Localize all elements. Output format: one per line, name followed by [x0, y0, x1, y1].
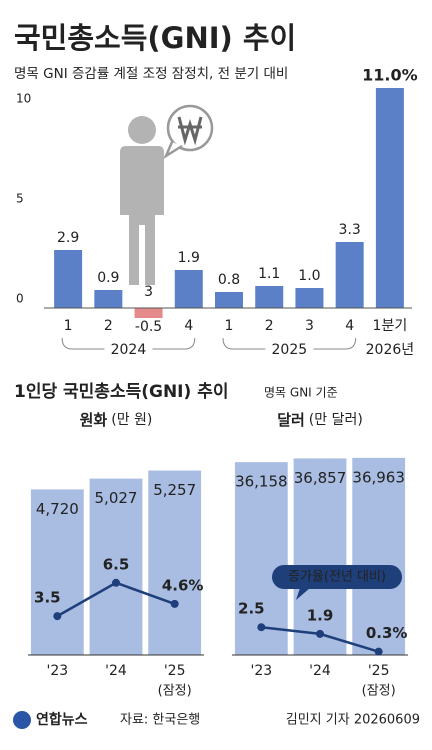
x-tick-label: '24: [309, 663, 331, 679]
panel-unit: (만 달러): [309, 412, 363, 428]
growth-label: 2.5: [238, 600, 265, 618]
growth-label: 6.5: [103, 555, 130, 573]
bar: [174, 270, 203, 308]
credit: 김민지 기자 20260609: [286, 713, 420, 728]
bar: [293, 458, 347, 655]
x-tick-note: (잠정): [158, 684, 192, 699]
bar: [148, 470, 202, 655]
panel-title-main: 원화: [80, 411, 108, 429]
x-tick-label: 1: [64, 318, 73, 334]
x-tick-label: '24: [105, 663, 127, 679]
x-tick-label: 4: [345, 318, 354, 334]
source: 자료: 한국은행: [120, 712, 200, 728]
bar: [94, 290, 123, 308]
value-label: 1.1: [258, 266, 280, 282]
bar: [215, 292, 243, 308]
footer: 연합뉴스 자료: 한국은행 김민지 기자 20260609: [13, 711, 420, 729]
bar-value-label: 5,257: [153, 481, 196, 499]
growth-point: [257, 623, 266, 632]
group-label-bg: [104, 340, 153, 358]
bar: [89, 478, 143, 655]
value-label: 2.9: [57, 230, 79, 246]
x-tick-label: '23: [46, 663, 68, 679]
bar: [295, 288, 324, 308]
bar: [335, 242, 364, 308]
value-label: 1.9: [178, 250, 200, 266]
growth-point: [112, 578, 120, 587]
bar: [234, 462, 288, 655]
x-tick-label: 1분기: [373, 318, 408, 334]
x-tick-label: 1: [225, 318, 234, 334]
growth-point: [374, 647, 383, 656]
bar: [134, 308, 163, 318]
bar-value-label: 4,720: [36, 500, 79, 518]
bar: [255, 286, 284, 308]
x-tick-label: 4: [184, 318, 193, 334]
section-note: 명목 GNI 기준: [264, 386, 338, 400]
group-label: 2024: [111, 342, 147, 358]
x-tick-label: 3: [305, 318, 314, 334]
annotation: 증가율(전년 대비): [288, 570, 386, 585]
chart-title: 국민총소득(GNI) 추이: [14, 21, 296, 55]
panel-unit: (만 원): [111, 412, 152, 428]
chart-subtitle: 명목 GNI 증감률 계절 조정 잠정치, 전 분기 대비: [14, 66, 288, 82]
growth-label: 0.3%: [366, 624, 408, 642]
growth-label: 4.6%: [162, 576, 204, 594]
x-tick-label: '25: [368, 663, 390, 679]
annotation-pointer: [296, 588, 310, 600]
bar-value-label: 5,027: [95, 489, 138, 507]
annotation-box: [272, 565, 402, 589]
value-label: 1.0: [298, 268, 320, 284]
y-tick-label: 0: [16, 292, 24, 306]
growth-point: [53, 612, 62, 621]
bar: [352, 457, 406, 655]
y-tick-label: 5: [16, 192, 24, 206]
panel-title: 원화 (만 원): [80, 411, 153, 429]
value-label: 3.3: [339, 222, 361, 238]
person-icon: [120, 104, 214, 285]
x-tick-label: 3: [144, 284, 153, 300]
section-title: 1인당 국민총소득(GNI) 추이: [14, 382, 228, 402]
x-tick-label: '23: [250, 663, 272, 679]
y-tick-label: 10: [16, 92, 31, 106]
bar: [54, 250, 83, 308]
x-tick-label: 2: [265, 318, 274, 334]
x-tick-label: '25: [164, 663, 186, 679]
growth-point: [170, 599, 179, 608]
panel-title-main: 달러: [277, 411, 305, 429]
bar: [375, 88, 404, 308]
group-label: 2025: [272, 342, 308, 358]
value-label: 0.9: [97, 270, 119, 286]
bar-value-label: 36,158: [235, 473, 288, 491]
growth-label: 1.9: [307, 606, 334, 624]
x-tick-label: 2: [104, 318, 113, 334]
logo: 연합뉴스: [36, 711, 88, 728]
bar-value-label: 36,963: [352, 468, 405, 486]
bar-value-label: 36,857: [294, 469, 347, 487]
growth-point: [316, 629, 324, 638]
value-label: 0.8: [218, 272, 240, 288]
bar: [30, 489, 84, 655]
panel-title: 달러 (만 달러): [277, 411, 363, 429]
x-tick-note: (잠정): [362, 684, 396, 699]
growth-label: 3.5: [34, 589, 61, 607]
group-label: 2026년: [366, 342, 415, 358]
group-label-bg: [265, 340, 314, 358]
value-label: -0.5: [135, 319, 162, 335]
value-label: 11.0%: [362, 66, 418, 85]
